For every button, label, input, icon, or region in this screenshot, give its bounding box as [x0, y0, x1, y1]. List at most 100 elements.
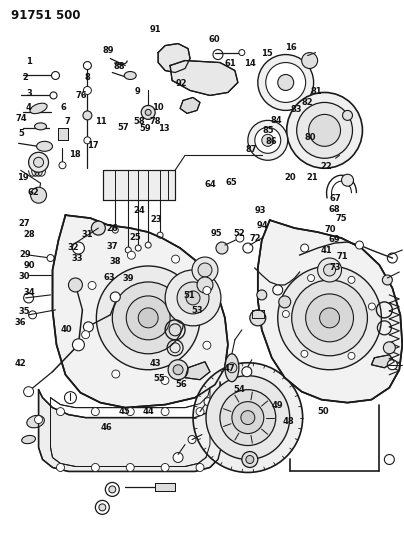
Circle shape [307, 274, 315, 281]
Circle shape [83, 111, 92, 120]
Circle shape [145, 242, 151, 248]
Text: 59: 59 [140, 124, 152, 133]
Text: 60: 60 [208, 35, 220, 44]
Circle shape [301, 244, 309, 252]
Circle shape [384, 455, 394, 464]
Circle shape [138, 308, 158, 328]
Text: 7: 7 [64, 117, 70, 126]
Text: 30: 30 [18, 272, 30, 280]
Circle shape [198, 263, 212, 277]
Circle shape [23, 293, 34, 303]
Text: 33: 33 [72, 254, 83, 263]
Text: 24: 24 [134, 206, 145, 215]
Text: 25: 25 [130, 233, 141, 242]
Circle shape [278, 75, 294, 91]
Circle shape [343, 110, 352, 120]
Ellipse shape [124, 71, 136, 79]
Circle shape [141, 106, 155, 119]
Circle shape [82, 330, 90, 338]
Circle shape [206, 376, 290, 459]
Text: 50: 50 [317, 407, 328, 416]
Text: 90: 90 [24, 261, 36, 270]
Text: 58: 58 [134, 117, 145, 126]
Text: 62: 62 [27, 188, 39, 197]
Text: 17: 17 [88, 141, 99, 150]
Text: 8: 8 [84, 73, 90, 82]
Text: 29: 29 [20, 251, 32, 260]
Text: 34: 34 [24, 287, 36, 296]
Circle shape [112, 370, 120, 378]
Circle shape [157, 232, 163, 238]
Circle shape [112, 282, 184, 354]
Ellipse shape [225, 354, 239, 382]
Circle shape [193, 363, 303, 472]
Circle shape [126, 408, 134, 416]
Text: 5: 5 [18, 129, 24, 138]
Circle shape [242, 367, 252, 377]
Circle shape [135, 245, 141, 251]
Text: 81: 81 [311, 86, 322, 95]
Text: 73: 73 [330, 263, 341, 272]
Circle shape [177, 282, 209, 314]
Text: 42: 42 [14, 359, 26, 368]
Text: 87: 87 [245, 145, 257, 154]
Text: 65: 65 [225, 178, 237, 187]
Circle shape [57, 408, 65, 416]
Circle shape [324, 264, 336, 276]
Ellipse shape [22, 435, 36, 443]
Polygon shape [252, 310, 264, 318]
Text: 92: 92 [176, 78, 188, 87]
Circle shape [57, 464, 65, 472]
Circle shape [213, 50, 223, 60]
Circle shape [197, 277, 213, 293]
Circle shape [246, 456, 254, 464]
Text: 14: 14 [244, 59, 256, 68]
Circle shape [318, 258, 341, 282]
Text: 19: 19 [17, 173, 29, 182]
Circle shape [255, 127, 281, 154]
Text: 93: 93 [255, 206, 266, 215]
Ellipse shape [30, 103, 47, 114]
Circle shape [83, 322, 93, 332]
Circle shape [83, 86, 91, 94]
Circle shape [83, 61, 91, 69]
Circle shape [59, 162, 66, 169]
Text: 26: 26 [107, 224, 118, 233]
Circle shape [220, 390, 276, 446]
Text: 21: 21 [307, 173, 319, 182]
Circle shape [297, 102, 352, 158]
Circle shape [23, 386, 34, 397]
Circle shape [203, 341, 211, 349]
Text: 10: 10 [152, 102, 164, 111]
Circle shape [282, 311, 289, 318]
Text: 40: 40 [60, 325, 72, 334]
Text: 45: 45 [119, 407, 130, 416]
Text: 72: 72 [249, 235, 261, 244]
Text: 47: 47 [223, 364, 235, 373]
Polygon shape [371, 355, 394, 368]
Text: 75: 75 [335, 214, 347, 223]
Circle shape [127, 251, 135, 259]
Circle shape [227, 363, 237, 373]
Circle shape [192, 257, 218, 283]
Text: 15: 15 [261, 50, 272, 58]
Circle shape [250, 310, 266, 326]
Ellipse shape [35, 123, 46, 130]
Circle shape [161, 376, 169, 384]
Circle shape [161, 408, 169, 416]
Text: 56: 56 [175, 380, 187, 389]
Text: 78: 78 [150, 117, 162, 126]
Text: 70: 70 [324, 225, 336, 234]
Circle shape [387, 253, 397, 263]
Circle shape [145, 109, 151, 116]
Text: 91751 500: 91751 500 [11, 9, 80, 22]
Circle shape [236, 234, 244, 242]
Circle shape [383, 342, 396, 354]
Circle shape [34, 157, 44, 167]
Text: 1: 1 [26, 58, 32, 66]
Circle shape [72, 242, 84, 254]
Circle shape [29, 152, 48, 172]
Text: 22: 22 [320, 162, 332, 171]
Circle shape [126, 464, 134, 472]
Circle shape [110, 292, 120, 302]
